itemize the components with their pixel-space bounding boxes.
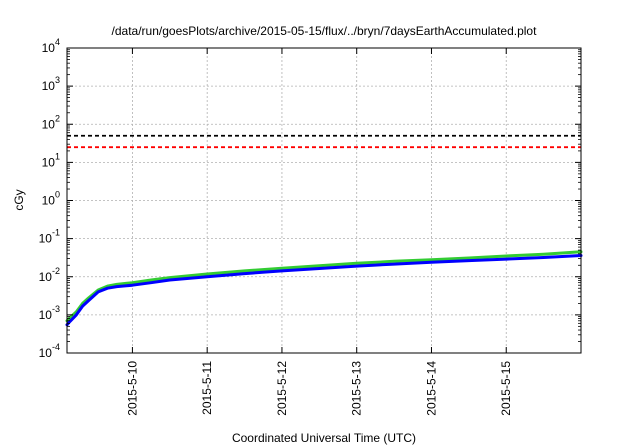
x-tick-label: 2015-5-10: [125, 361, 139, 416]
x-tick-label: 2015-5-12: [275, 361, 289, 416]
x-axis-label: Coordinated Universal Time (UTC): [232, 431, 416, 445]
grid: [67, 48, 581, 353]
y-tick-exponent: -3: [52, 304, 60, 314]
y-tick-exponent: 1: [55, 151, 60, 161]
ticks: 10-410-310-210-11001011021031042015-5-10…: [39, 37, 581, 416]
x-tick-label: 2015-5-14: [424, 361, 438, 416]
threshold-lines: [67, 134, 581, 149]
y-tick-exponent: 4: [55, 37, 60, 47]
y-tick-exponent: -4: [52, 342, 60, 352]
x-tick-label: 2015-5-15: [499, 361, 513, 416]
series-line-1: [65, 250, 583, 323]
y-tick-exponent: -1: [52, 228, 60, 238]
x-tick-label: 2015-5-11: [200, 361, 214, 415]
x-tick-label: 2015-5-13: [350, 361, 364, 416]
y-tick-exponent: 0: [55, 190, 60, 200]
y-tick-exponent: 3: [55, 75, 60, 85]
chart-title: /data/run/goesPlots/archive/2015-05-15/f…: [112, 24, 538, 38]
y-tick-exponent: -2: [52, 266, 60, 276]
y-axis-label: cGy: [12, 189, 26, 210]
series-group: [65, 250, 583, 327]
y-tick-exponent: 2: [55, 113, 60, 123]
series-line-2: [65, 254, 583, 327]
